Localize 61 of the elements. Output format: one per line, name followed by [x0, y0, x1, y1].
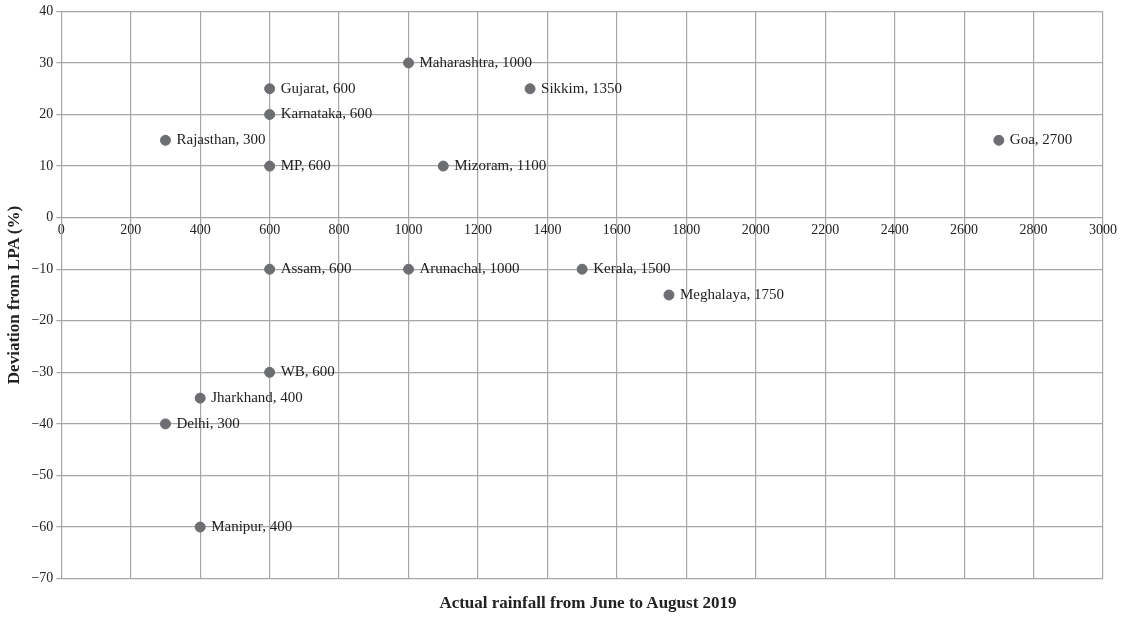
annotation: Gujarat, 600 [280, 79, 356, 96]
annotation: Rajasthan, 300 [176, 131, 266, 148]
point [576, 263, 588, 275]
point [403, 263, 415, 275]
point [264, 160, 276, 172]
annotation: Manipur, 400 [211, 517, 293, 534]
annotation: Kerala, 1500 [593, 260, 671, 277]
x-tick-label: 1000 [394, 221, 423, 237]
point [264, 366, 276, 378]
y-tick-label: −60 [31, 518, 54, 534]
y-tick-label: −10 [31, 260, 54, 276]
annotation: Sikkim, 1350 [541, 79, 622, 96]
annotation: MP, 600 [280, 157, 331, 174]
annotation: Jharkhand, 400 [211, 389, 303, 406]
x-tick-label: 1600 [602, 221, 631, 237]
annotation: Mizoram, 1100 [454, 157, 547, 174]
y-tick-label: −40 [31, 415, 54, 431]
point [264, 83, 276, 95]
annotation: Goa, 2700 [1009, 131, 1073, 148]
annotation: Delhi, 300 [176, 414, 240, 431]
point [194, 521, 206, 533]
x-tick-label: 2200 [811, 221, 840, 237]
y-tick-label: −20 [31, 312, 54, 328]
point [403, 57, 415, 69]
point [524, 83, 536, 95]
x-tick-label: 3000 [1089, 221, 1117, 237]
x-tick-label: 1400 [533, 221, 562, 237]
y-tick-label: −30 [31, 364, 54, 380]
y-tick-label: 0 [46, 209, 54, 225]
x-tick-label: 2600 [950, 221, 979, 237]
y-tick-label: 40 [39, 3, 54, 19]
point [159, 418, 171, 430]
annotation: Meghalaya, 1750 [679, 285, 785, 302]
x-axis-title: Actual rainfall from June to August 2019 [438, 593, 738, 613]
y-axis-title: Deviation from LPA (%) [3, 205, 23, 385]
annotation: Maharashtra, 1000 [419, 53, 532, 70]
y-tick-label: 10 [39, 157, 54, 173]
annotation: Karnataka, 600 [280, 105, 373, 122]
x-tick-label: 1800 [672, 221, 701, 237]
x-tick-label: 400 [189, 221, 211, 237]
point [159, 134, 171, 146]
point [993, 134, 1005, 146]
x-tick-label: 1200 [463, 221, 492, 237]
x-tick-label: 2800 [1019, 221, 1048, 237]
x-tick-label: 600 [259, 221, 281, 237]
x-tick-label: 2400 [880, 221, 909, 237]
annotation: WB, 600 [280, 363, 335, 380]
point [264, 109, 276, 121]
x-tick-label: 800 [328, 221, 350, 237]
x-tick-label: 2000 [741, 221, 770, 237]
point [194, 392, 206, 404]
point [437, 160, 449, 172]
y-tick-label: −50 [31, 467, 54, 483]
y-tick-label: −70 [31, 570, 54, 586]
annotation: Assam, 600 [280, 260, 352, 277]
point [663, 289, 675, 301]
point [264, 263, 276, 275]
annotation: Arunachal, 1000 [419, 260, 520, 277]
x-tick-label: 200 [120, 221, 142, 237]
y-tick-label: 20 [39, 106, 54, 122]
y-tick-label: 30 [39, 54, 54, 70]
